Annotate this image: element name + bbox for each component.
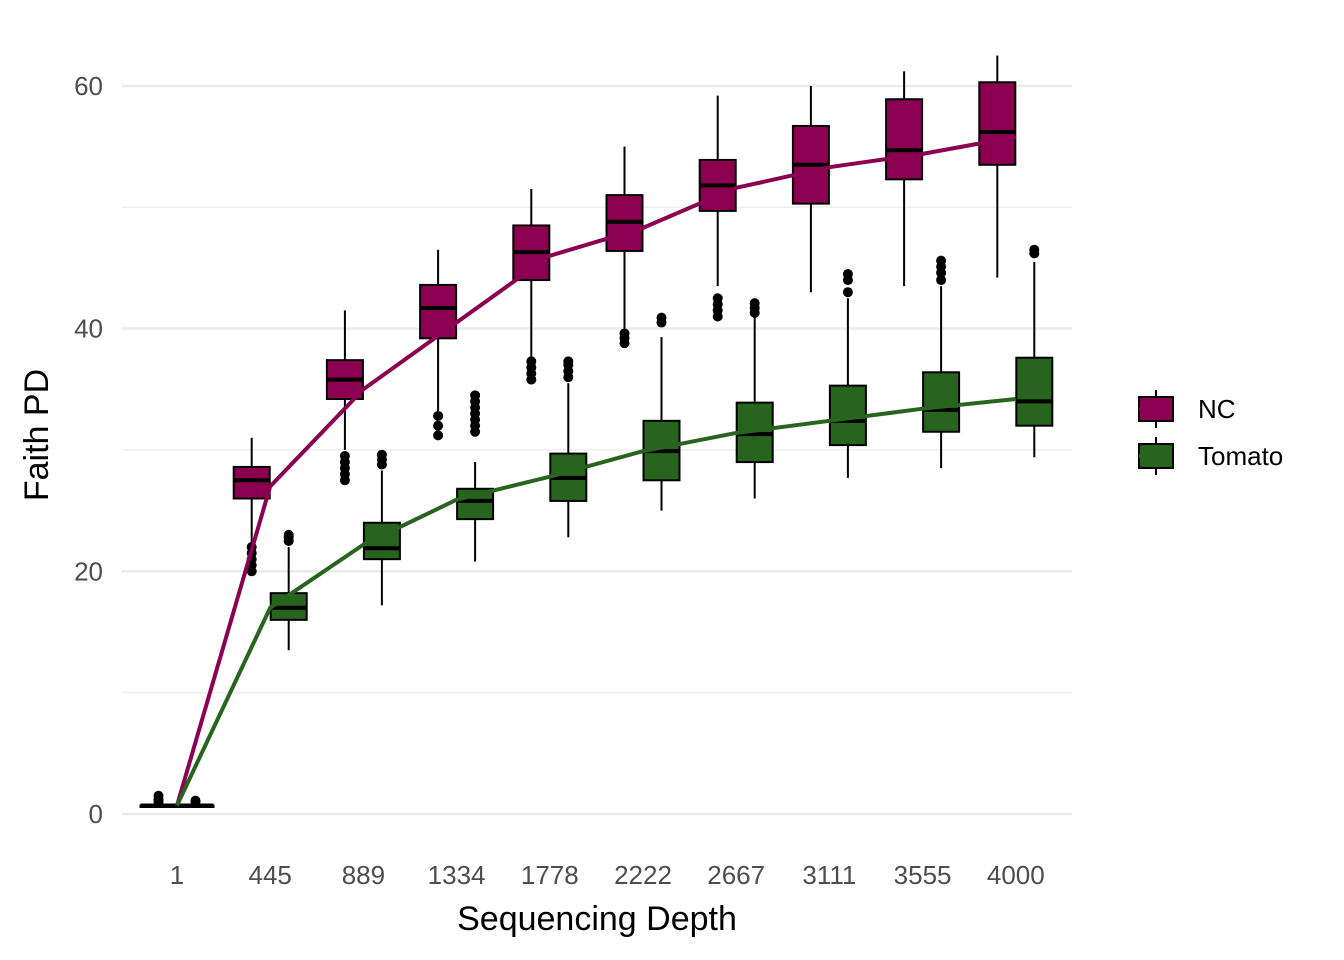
box-iqr [922, 371, 961, 433]
outlier-point [619, 328, 630, 339]
x-tick-label: 1334 [428, 860, 486, 890]
outlier-point [936, 275, 947, 286]
box-nc-889 [325, 310, 364, 486]
x-tick-label: 3555 [894, 860, 952, 890]
box-iqr [885, 98, 924, 181]
x-tick-label: 445 [249, 860, 292, 890]
box-tomato-1778 [549, 356, 588, 538]
outlier-point [433, 410, 444, 421]
box-nc-2222 [605, 146, 644, 349]
outlier-point [339, 451, 350, 462]
y-tick-label: 60 [74, 71, 103, 101]
box-tomato-1 [176, 795, 215, 809]
box-nc-1 [139, 790, 178, 809]
box-nc-2667 [698, 95, 737, 322]
legend-item-tomato: Tomato [1138, 437, 1283, 475]
outlier-point [749, 298, 760, 309]
outlier-point [526, 356, 537, 367]
x-tick-label: 2222 [614, 860, 672, 890]
y-axis-title: Faith PD [18, 369, 56, 501]
box-tomato-2222 [642, 312, 681, 511]
legend-label: Tomato [1198, 441, 1283, 471]
outlier-point [656, 312, 667, 323]
grid-lines [122, 84, 1072, 816]
outlier-point [563, 356, 574, 367]
box-tomato-1334 [456, 390, 495, 562]
outlier-point [712, 293, 723, 304]
box-nc-445 [232, 437, 271, 577]
y-tick-labels: 0 20 40 60 [74, 71, 103, 829]
outlier-point [842, 287, 853, 298]
outlier-point [190, 795, 201, 806]
outlier-point [842, 268, 853, 279]
box-tomato-4000 [1015, 244, 1054, 458]
box-tomato-3111 [828, 268, 867, 478]
legend-item-nc: NC [1138, 390, 1236, 428]
outlier-point [153, 790, 164, 801]
box-iqr [419, 283, 458, 340]
outlier-point [936, 255, 947, 266]
x-tick-label: 1 [170, 860, 184, 890]
box-nc-1778 [512, 189, 551, 385]
box-iqr [232, 465, 271, 500]
x-tick-label: 2667 [707, 860, 765, 890]
mean-line-nc [175, 134, 1017, 807]
legend: NC Tomato [1138, 390, 1283, 475]
mean-line-tomato [175, 396, 1017, 807]
box-nc-4000 [978, 55, 1017, 278]
y-tick-label: 20 [74, 556, 103, 586]
x-tick-labels: 1 445 889 1334 1778 2222 2667 3111 3555 4000 [170, 860, 1045, 890]
outlier-point [433, 420, 444, 431]
box-tomato-889 [362, 449, 401, 606]
x-tick-label: 3111 [802, 860, 856, 890]
box-tomato-3555 [922, 255, 961, 469]
box-plots [139, 55, 1054, 809]
y-tick-label: 40 [74, 314, 103, 344]
x-tick-label: 1778 [521, 860, 579, 890]
box-nc-3111 [791, 85, 830, 293]
outlier-point [283, 529, 294, 540]
box-tomato-445 [269, 529, 308, 651]
box-nc-3555 [885, 71, 924, 287]
outlier-point [433, 430, 444, 441]
outlier-point [470, 390, 481, 401]
mean-lines [175, 134, 1017, 807]
legend-label: NC [1198, 394, 1236, 424]
outlier-point [376, 449, 387, 460]
x-axis-title: Sequencing Depth [457, 900, 737, 938]
box-iqr [978, 81, 1017, 166]
box-iqr [1015, 356, 1054, 427]
x-tick-label: 889 [342, 860, 385, 890]
x-tick-label: 4000 [987, 860, 1045, 890]
y-tick-label: 0 [89, 799, 103, 829]
outlier-point [1029, 244, 1040, 255]
